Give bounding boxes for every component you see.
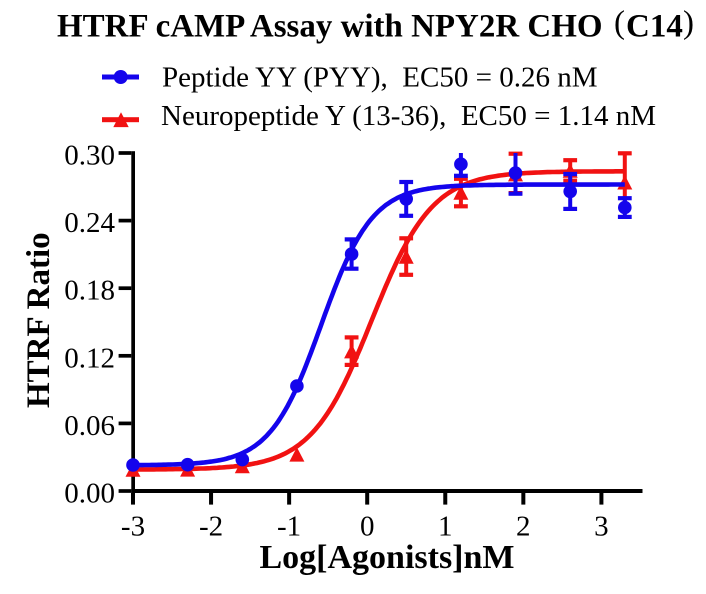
svg-text:2: 2 [516, 511, 531, 543]
svg-text:Log[Agonists]nM: Log[Agonists]nM [259, 539, 514, 576]
svg-text:0.18: 0.18 [64, 275, 115, 307]
svg-text:0.24: 0.24 [64, 207, 115, 239]
svg-text:3: 3 [594, 511, 609, 543]
svg-text:): ) [683, 5, 694, 41]
svg-text:0: 0 [360, 511, 375, 543]
svg-text:0.06: 0.06 [64, 410, 115, 442]
svg-text:-3: -3 [121, 511, 145, 543]
svg-text:0.12: 0.12 [64, 342, 115, 374]
svg-text:Neuropeptide Y (13-36), EC50: Neuropeptide Y (13-36), EC50 = 1.14 nM [161, 100, 656, 132]
svg-text:HTRF cAMP Assay with NPY2R CHO: HTRF cAMP Assay with NPY2R CHO [57, 9, 603, 45]
svg-text:C14: C14 [626, 9, 683, 45]
svg-text:0.00: 0.00 [64, 478, 115, 510]
svg-text:-2: -2 [199, 511, 223, 543]
svg-text:(: ( [614, 5, 625, 41]
svg-text:1: 1 [438, 511, 453, 543]
svg-text:-1: -1 [277, 511, 301, 543]
svg-text:HTRF Ratio: HTRF Ratio [21, 232, 57, 408]
svg-text:0.30: 0.30 [64, 140, 115, 172]
svg-text:Peptide YY (PYY), EC50 = 0.26: Peptide YY (PYY), EC50 = 0.26 nM [162, 61, 598, 93]
